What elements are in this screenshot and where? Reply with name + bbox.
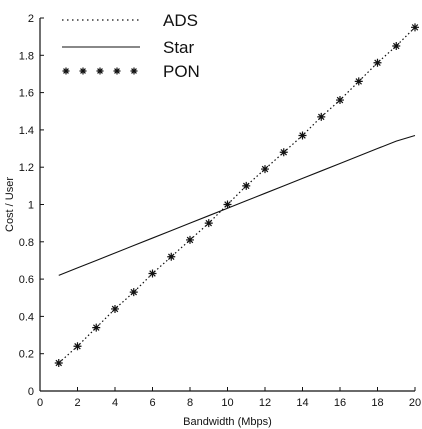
x-tick-label: 4 [112,397,118,409]
y-tick-label: 1.2 [19,162,34,174]
series-pon-point [298,131,307,140]
y-tick-label: 2 [28,13,34,25]
x-tick-label: 0 [37,397,43,409]
x-axis-label: Bandwidth (Mbps) [183,416,272,428]
y-tick-label: 1.8 [19,50,34,62]
x-tick-label: 10 [221,397,233,409]
series-pon-point [111,304,119,313]
series-pon-point [261,165,269,174]
series-pon-point [317,112,326,121]
axes: 0 2 4 6 8 10 12 14 16 18 20 0 0.2 0.4 0.6 0.8 1 1.2 1.4 1.… [19,13,421,409]
legend-label: ADS [163,11,198,30]
y-tick-label: 0.4 [19,311,34,323]
y-axis-ticks: 0 0.2 0.4 0.6 0.8 1 1.2 1.4 1.6 1.8 2 [19,13,44,398]
x-tick-label: 16 [334,397,346,409]
series-pon-point [354,77,363,86]
legend-label: Star [163,38,195,57]
y-tick-label: 0.2 [19,349,34,361]
series-pon-point [186,235,194,244]
series-pon-point [129,288,138,297]
y-tick-label: 0 [28,386,34,398]
x-tick-label: 18 [371,397,383,409]
series-pon-point [392,41,401,50]
legend-pon-marker [130,67,138,75]
x-tick-label: 20 [409,397,421,409]
legend-label: PON [163,62,200,81]
series-pon-point [411,23,419,32]
series-pon-point [279,148,288,157]
y-tick-label: 0.6 [19,274,34,286]
legend-pon-marker [96,67,104,75]
series-pon-point [336,96,344,105]
x-tick-label: 14 [296,397,308,409]
legend-pon-marker [113,67,121,75]
series-star-line [58,134,416,276]
y-axis-label: Cost / User [4,177,16,232]
series-pon-point [73,342,82,351]
series-ads-line [58,26,416,364]
y-tick-label: 1 [28,200,34,212]
series-pon-point [242,181,251,190]
series-pon-point [373,58,382,67]
x-tick-label: 6 [149,397,155,409]
x-axis-ticks: 0 2 4 6 8 10 12 14 16 18 20 [37,387,421,409]
series-pon-point [92,323,101,332]
series-pon-point [167,252,176,261]
series-pon-point [54,359,63,368]
x-tick-label: 2 [74,397,80,409]
y-tick-label: 0.8 [19,237,34,249]
series-pon-point [204,219,213,228]
legend-pon-marker [62,67,70,75]
series-pon-point [148,269,157,278]
series-layer [54,23,419,368]
legend: ADS Star PON [62,11,200,81]
x-tick-label: 12 [259,397,271,409]
x-tick-label: 8 [187,397,193,409]
legend-pon-marker [79,67,87,75]
y-tick-label: 1.6 [19,88,34,100]
series-pon-point [223,200,232,209]
y-tick-label: 1.4 [19,125,34,137]
